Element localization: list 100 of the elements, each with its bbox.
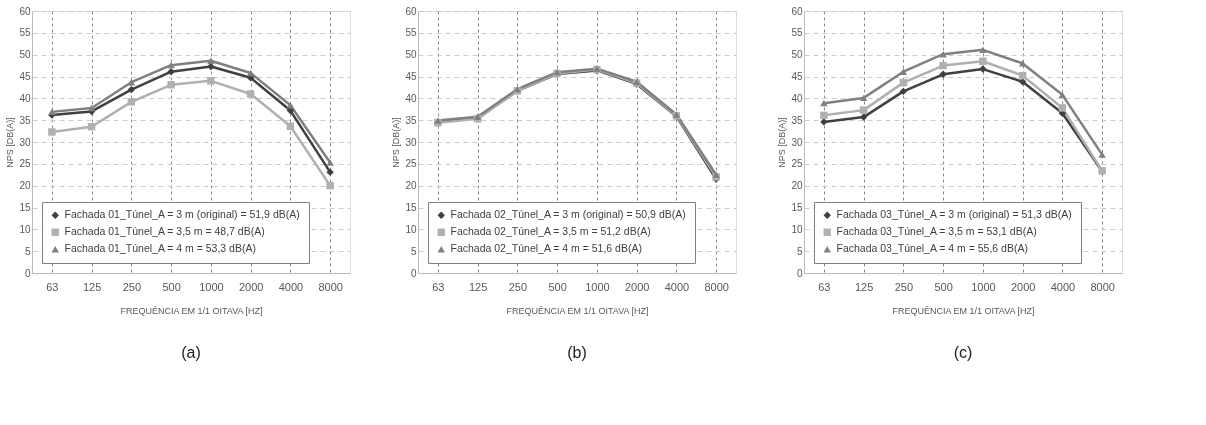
- y-tick-label: 35: [791, 114, 803, 126]
- x-tick-label: 1000: [199, 280, 224, 293]
- y-tick-label: 40: [405, 92, 417, 104]
- x-tick-label: 250: [122, 280, 142, 293]
- x-tick-label: 125: [468, 280, 488, 293]
- y-tick-label: 60: [791, 5, 803, 17]
- y-tick-label: 0: [410, 267, 417, 279]
- legend-label: Fachada 03_Túnel_A = 3,5 m = 53,1 dB(A): [836, 225, 1037, 238]
- x-tick-label: 8000: [318, 280, 343, 293]
- legend-label: Fachada 02_Túnel_A = 4 m = 51,6 dB(A): [450, 242, 642, 255]
- y-tick-label: 50: [405, 49, 417, 61]
- y-tick-label: 55: [791, 27, 803, 39]
- y-tick-label: 30: [19, 136, 31, 148]
- x-tick-label: 250: [508, 280, 528, 293]
- y-axis-title: NPS [DB(A)]: [777, 117, 788, 168]
- text: (b): [567, 344, 587, 361]
- point: [1058, 104, 1067, 112]
- y-tick-label: 50: [19, 49, 31, 61]
- point: [939, 61, 947, 70]
- y-tick-label: 5: [410, 245, 417, 257]
- x-tick-label: 125: [854, 280, 874, 293]
- point: [167, 67, 175, 76]
- point: [1058, 91, 1067, 99]
- y-tick-label: 55: [405, 27, 417, 39]
- x-tick-label: 2000: [624, 280, 650, 293]
- legend-label: Fachada 02_Túnel_A = 3 m (original) = 50,9 dB(A): [450, 208, 686, 221]
- legend-label: Fachada 01_Túnel_A = 4 m = 53,3 dB(A): [64, 242, 256, 255]
- point: [167, 81, 175, 89]
- legend-label: Fachada 01_Túnel_A = 3,5 m = 48,7 dB(A): [64, 225, 265, 238]
- point: [48, 128, 56, 136]
- y-tick-label: 20: [19, 180, 31, 192]
- x-tick-label: 250: [894, 280, 914, 293]
- point: [979, 46, 987, 54]
- point: [87, 104, 96, 112]
- y-tick-label: 15: [405, 202, 417, 213]
- x-axis-title: FREQUÊNCIA EM 1/1 OITAVA [HZ]: [506, 305, 649, 316]
- y-tick-label: 60: [19, 5, 31, 17]
- point: [859, 106, 868, 114]
- point: [207, 77, 215, 85]
- x-tick-label: 1000: [585, 280, 610, 293]
- y-tick-label: 0: [796, 267, 803, 279]
- point: [979, 57, 987, 65]
- point: [1098, 151, 1106, 158]
- legend-label: Fachada 01_Túnel_A = 3 m (original) = 51,9 dB(A): [64, 208, 300, 221]
- y-tick-label: 10: [405, 223, 417, 235]
- text: (c): [953, 344, 973, 361]
- x-tick-label: 63: [818, 280, 831, 293]
- x-axis-title: FREQUÊNCIA EM 1/1 OITAVA [HZ]: [892, 305, 1035, 316]
- y-tick-label: 45: [19, 71, 31, 82]
- y-axis-title: NPS [DB(A)]: [5, 117, 16, 168]
- y-tick-label: 15: [19, 202, 31, 213]
- y-tick-label: 60: [405, 5, 417, 17]
- y-tick-label: 30: [405, 136, 417, 148]
- x-tick-label: 8000: [704, 280, 729, 293]
- y-tick-label: 10: [19, 223, 31, 235]
- y-tick-label: 25: [19, 158, 31, 170]
- x-tick-label: 2000: [238, 280, 264, 293]
- legend-label: Fachada 02_Túnel_A = 3,5 m = 51,2 dB(A): [450, 225, 651, 238]
- point: [899, 87, 908, 96]
- y-tick-label: 0: [24, 267, 31, 279]
- point: [326, 181, 334, 190]
- x-tick-label: 500: [162, 280, 181, 293]
- point: [859, 113, 868, 121]
- y-tick-label: 5: [24, 245, 31, 257]
- x-tick-label: 4000: [1050, 280, 1076, 293]
- y-tick-label: 25: [791, 158, 803, 170]
- y-tick-label: 45: [405, 71, 417, 82]
- y-tick-label: 25: [405, 158, 417, 170]
- point: [207, 57, 215, 64]
- y-tick-label: 50: [791, 49, 803, 61]
- y-tick-label: 45: [791, 71, 803, 82]
- point: [127, 98, 136, 106]
- point: [939, 70, 947, 79]
- x-tick-label: 63: [46, 280, 59, 293]
- text: (a): [181, 344, 201, 361]
- x-tick-label: 2000: [1010, 280, 1036, 293]
- legend-label: Fachada 03_Túnel_A = 4 m = 55,6 dB(A): [836, 242, 1028, 255]
- y-tick-label: 10: [791, 223, 803, 235]
- y-tick-label: 55: [19, 27, 31, 39]
- point: [859, 94, 868, 102]
- point: [326, 159, 334, 166]
- y-tick-label: 5: [796, 245, 803, 257]
- x-tick-label: 1000: [971, 280, 996, 293]
- point: [127, 85, 136, 94]
- x-tick-label: 4000: [278, 280, 304, 293]
- point: [1018, 78, 1027, 86]
- y-tick-label: 30: [791, 136, 803, 148]
- y-tick-label: 15: [791, 202, 803, 213]
- x-tick-label: 8000: [1090, 280, 1115, 293]
- y-tick-label: 40: [791, 92, 803, 104]
- x-tick-label: 4000: [664, 280, 690, 293]
- y-tick-label: 35: [405, 114, 417, 126]
- legend-label: Fachada 03_Túnel_A = 3 m (original) = 51,3 dB(A): [836, 208, 1072, 221]
- point: [820, 111, 828, 120]
- y-tick-label: 40: [19, 92, 31, 104]
- x-tick-label: 500: [548, 280, 567, 293]
- point: [286, 102, 295, 109]
- x-tick-label: 63: [432, 280, 445, 293]
- point: [246, 90, 255, 98]
- y-tick-label: 20: [791, 180, 803, 192]
